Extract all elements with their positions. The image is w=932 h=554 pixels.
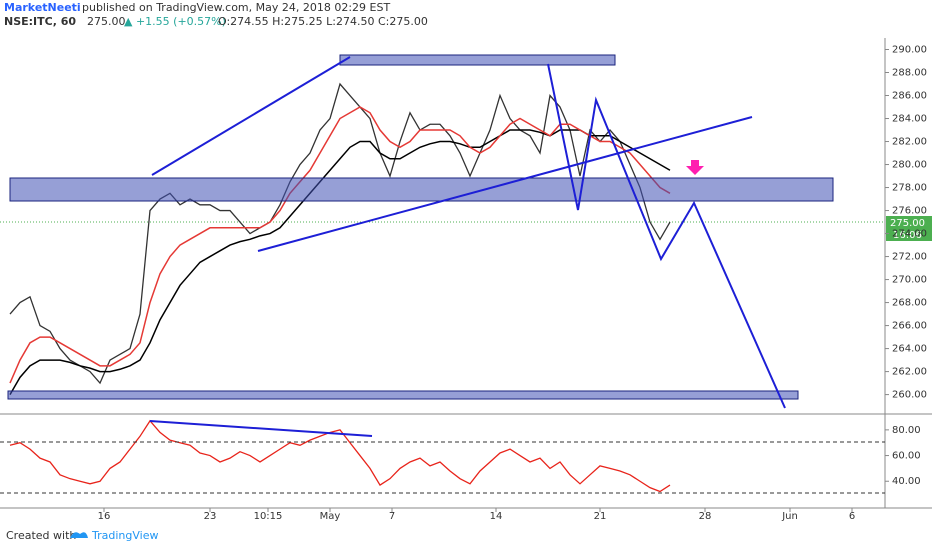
- price-tag: 275.00: [890, 218, 925, 229]
- author[interactable]: MarketNeeti: [4, 1, 81, 14]
- y-tick-label: 80.00: [892, 425, 921, 436]
- ohlc: O:274.55 H:275.25 L:274.50 C:275.00: [218, 15, 428, 28]
- y-tick-label: 282.00: [892, 137, 927, 148]
- y-tick-label: 290.00: [892, 45, 927, 56]
- y-tick-label: 276.00: [892, 206, 927, 217]
- x-tick-label: Jun: [781, 511, 798, 522]
- y-tick-label: 260.00: [892, 390, 927, 401]
- series-line: [9, 82, 671, 385]
- rsi-divergence: [149, 420, 373, 437]
- zone: [7, 390, 799, 400]
- y-tick-label: 284.00: [892, 114, 927, 125]
- y-tick-label: 262.00: [892, 367, 927, 378]
- trend-line: [257, 116, 753, 252]
- created-with: Created with: [6, 529, 76, 542]
- brand-icon: [70, 532, 88, 538]
- x-tick-label: 14: [490, 511, 503, 522]
- y-tick-label: 288.00: [892, 68, 927, 79]
- published: published on TradingView.com, May 24, 20…: [82, 1, 390, 14]
- y-tick-label: 272.00: [892, 252, 927, 263]
- y-tick-label: 274.00: [892, 229, 927, 240]
- projection: [547, 63, 786, 409]
- trend-line: [151, 56, 351, 176]
- x-tick-label: 16: [98, 511, 111, 522]
- series-line: [9, 419, 671, 493]
- zones: [7, 54, 834, 400]
- y-tick-label: 286.00: [892, 91, 927, 102]
- x-tick-label: 21: [594, 511, 607, 522]
- x-tick-label: 28: [699, 511, 712, 522]
- y-tick-label: 266.00: [892, 321, 927, 332]
- y-tick-label: 264.00: [892, 344, 927, 355]
- x-tick-label: 6: [849, 511, 855, 522]
- y-tick-label: 278.00: [892, 183, 927, 194]
- zone: [9, 177, 834, 202]
- y-tick-label: 40.00: [892, 476, 921, 487]
- brand[interactable]: TradingView: [91, 529, 158, 542]
- y-tick-label: 270.00: [892, 275, 927, 286]
- y-tick-label: 268.00: [892, 298, 927, 309]
- x-tick-label: 7: [389, 511, 395, 522]
- countdown: 16:06: [893, 230, 922, 241]
- x-tick-label: 23: [204, 511, 217, 522]
- last: 275.00: [87, 15, 126, 28]
- arrow: [686, 160, 704, 175]
- x-tick-label: May: [320, 511, 341, 522]
- header-bg: [0, 0, 932, 30]
- y-tick-label: 280.00: [892, 160, 927, 171]
- series-line: [9, 129, 671, 395]
- zone: [339, 54, 616, 66]
- trend-lines: [149, 56, 786, 437]
- x-tick-label: 10:15: [254, 511, 283, 522]
- price-tag-bg: [886, 216, 932, 241]
- change: ▲ +1.55 (+0.57%): [124, 15, 226, 28]
- y-tick-label: 60.00: [892, 451, 921, 462]
- symbol: NSE:ITC, 60: [4, 15, 76, 28]
